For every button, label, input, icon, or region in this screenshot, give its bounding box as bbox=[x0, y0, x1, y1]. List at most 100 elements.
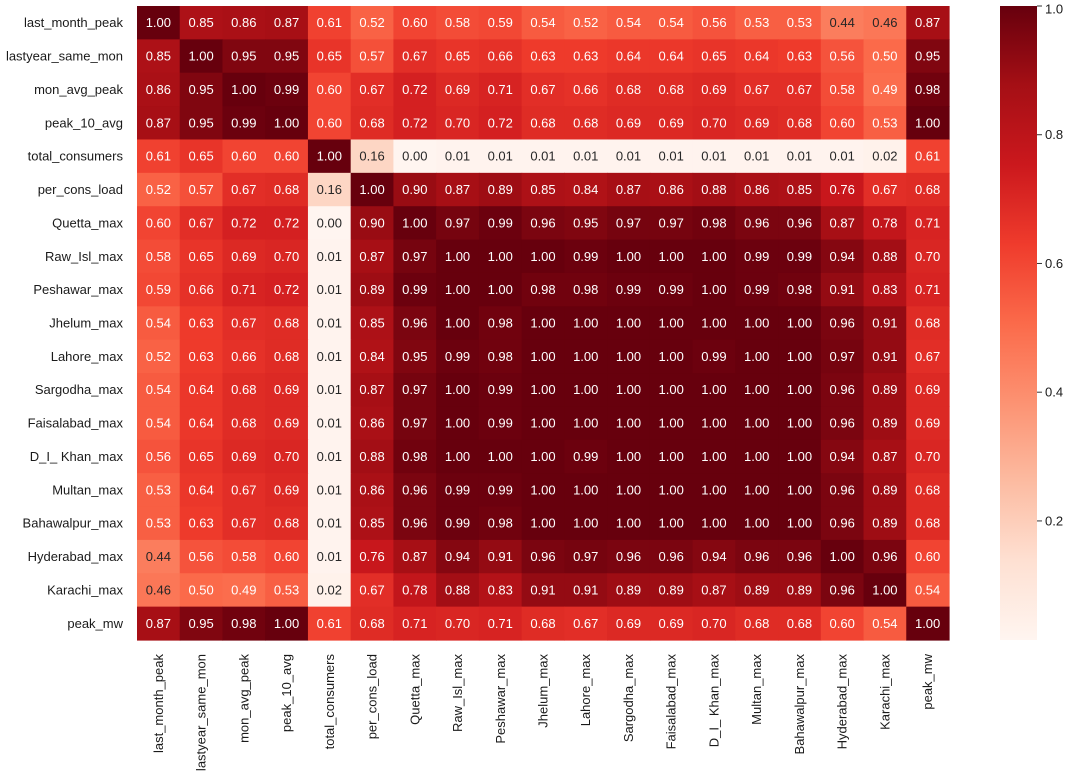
heatmap-cell bbox=[778, 573, 822, 608]
row-label: peak_10_avg bbox=[45, 115, 123, 130]
heatmap-cell bbox=[735, 72, 779, 107]
cell-value-label: 0.70 bbox=[274, 449, 299, 464]
heatmap-cell bbox=[307, 39, 352, 74]
cell-value-label: 0.95 bbox=[188, 115, 213, 130]
cell-value-label: 1.00 bbox=[659, 516, 684, 531]
heatmap-cell bbox=[692, 106, 736, 141]
cell-value-label: 0.99 bbox=[488, 482, 513, 497]
cell-value-label: 0.70 bbox=[701, 115, 726, 130]
heatmap-cell bbox=[265, 506, 309, 541]
cell-value-label: 0.70 bbox=[915, 449, 940, 464]
heatmap-cell bbox=[478, 406, 523, 441]
heatmap-cell bbox=[179, 539, 224, 574]
cell-value-label: 0.53 bbox=[274, 582, 299, 597]
cell-value-label: 0.01 bbox=[317, 249, 342, 264]
cell-value-label: 0.67 bbox=[359, 582, 384, 597]
heatmap-cell bbox=[906, 39, 950, 74]
heatmap-cell bbox=[350, 72, 395, 107]
cell-value-label: 1.00 bbox=[530, 349, 555, 364]
cell-value-label: 1.00 bbox=[616, 416, 641, 431]
heatmap-cell bbox=[692, 373, 736, 408]
heatmap-cell bbox=[692, 539, 736, 574]
cell-value-label: 0.94 bbox=[830, 249, 855, 264]
heatmap-cell bbox=[735, 239, 779, 274]
cell-value-label: 0.98 bbox=[573, 282, 598, 297]
cell-value-label: 0.95 bbox=[188, 616, 213, 631]
cell-value-label: 0.53 bbox=[787, 15, 812, 30]
cell-value-label: 0.72 bbox=[402, 82, 427, 97]
heatmap-cell bbox=[222, 39, 266, 74]
heatmap-cell bbox=[436, 606, 480, 641]
heatmap-cell bbox=[863, 6, 907, 40]
heatmap-cell bbox=[350, 272, 395, 307]
cell-value-label: 0.96 bbox=[830, 516, 855, 531]
heatmap-cell bbox=[906, 439, 950, 474]
heatmap-cell bbox=[393, 72, 437, 107]
heatmap-cell bbox=[521, 72, 565, 107]
cell-value-label: 0.86 bbox=[146, 82, 171, 97]
cell-value-label: 1.00 bbox=[616, 349, 641, 364]
heatmap-cell bbox=[222, 272, 266, 307]
heatmap-cell bbox=[692, 306, 736, 341]
cell-value-label: 0.89 bbox=[872, 482, 897, 497]
cell-value-label: 0.88 bbox=[445, 582, 470, 597]
heatmap-cell bbox=[906, 206, 950, 241]
cell-value-label: 0.72 bbox=[402, 115, 427, 130]
heatmap-cell bbox=[393, 172, 437, 207]
heatmap-cell bbox=[521, 573, 565, 608]
cell-value-label: 0.87 bbox=[146, 616, 171, 631]
cell-value-label: 1.00 bbox=[659, 382, 684, 397]
heatmap-cell bbox=[735, 139, 779, 174]
cell-value-label: 0.64 bbox=[616, 49, 641, 64]
heatmap-cell bbox=[307, 72, 352, 107]
heatmap-cell bbox=[265, 172, 309, 207]
heatmap-cell bbox=[692, 239, 736, 274]
heatmap-cell bbox=[778, 6, 822, 40]
heatmap-cell bbox=[735, 473, 779, 508]
heatmap-cell bbox=[735, 339, 779, 374]
heatmap-cell bbox=[863, 172, 907, 207]
heatmap-cell bbox=[350, 606, 395, 641]
cell-value-label: 0.53 bbox=[872, 115, 897, 130]
heatmap-cell bbox=[607, 339, 651, 374]
heatmap-cell bbox=[307, 172, 352, 207]
cell-value-label: 0.53 bbox=[146, 482, 171, 497]
cell-value-label: 0.00 bbox=[317, 215, 342, 230]
cell-value-label: 0.60 bbox=[274, 149, 299, 164]
heatmap-cell bbox=[521, 506, 565, 541]
cell-value-label: 0.68 bbox=[274, 182, 299, 197]
cell-value-label: 1.00 bbox=[787, 416, 812, 431]
heatmap-cell bbox=[820, 473, 865, 508]
cell-value-label: 1.00 bbox=[616, 316, 641, 331]
cell-value-label: 0.89 bbox=[787, 582, 812, 597]
colorbar-ticks: 0.2 0.4 0.6 0.8 1.0 bbox=[1037, 2, 1063, 528]
cell-value-label: 0.89 bbox=[359, 282, 384, 297]
heatmap-cell bbox=[649, 172, 694, 207]
cell-value-label: 1.00 bbox=[530, 482, 555, 497]
cell-value-label: 0.68 bbox=[787, 115, 812, 130]
heatmap-cell bbox=[222, 406, 266, 441]
cell-value-label: 0.50 bbox=[872, 49, 897, 64]
cell-value-label: 0.95 bbox=[231, 49, 256, 64]
cell-value-label: 0.86 bbox=[659, 182, 684, 197]
cell-value-label: 0.89 bbox=[872, 516, 897, 531]
cell-value-label: 1.00 bbox=[573, 416, 598, 431]
row-label: Jhelum_max bbox=[49, 316, 123, 331]
heatmap-cell bbox=[436, 573, 480, 608]
heatmap-cell bbox=[778, 272, 822, 307]
cell-value-label: 0.99 bbox=[402, 282, 427, 297]
cell-value-label: 1.00 bbox=[787, 449, 812, 464]
heatmap-cell bbox=[735, 39, 779, 74]
heatmap-cell bbox=[863, 539, 907, 574]
cell-value-label: 0.01 bbox=[445, 149, 470, 164]
heatmap-cell bbox=[137, 506, 181, 541]
cell-value-label: 1.00 bbox=[530, 316, 555, 331]
cell-value-label: 0.86 bbox=[744, 182, 769, 197]
heatmap-cell bbox=[222, 573, 266, 608]
cell-value-label: 0.53 bbox=[744, 15, 769, 30]
cell-value-label: 0.85 bbox=[787, 182, 812, 197]
heatmap-cell bbox=[692, 606, 736, 641]
heatmap-cell bbox=[735, 172, 779, 207]
heatmap-cell bbox=[350, 39, 395, 74]
